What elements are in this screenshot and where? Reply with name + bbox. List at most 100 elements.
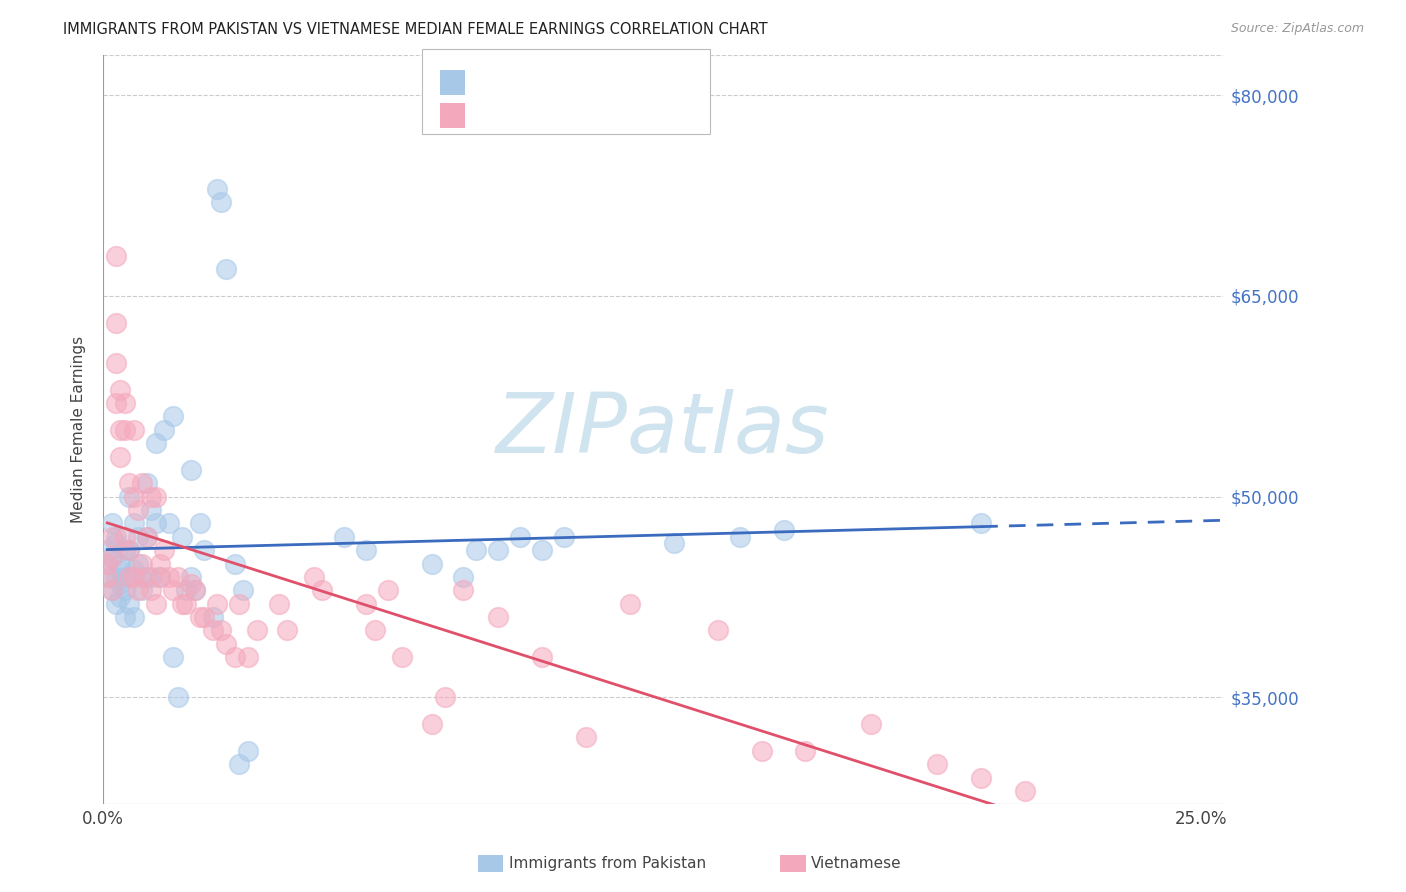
Point xyxy=(176,583,198,598)
Point xyxy=(114,610,136,624)
Point xyxy=(100,516,122,531)
Point xyxy=(105,530,128,544)
Point xyxy=(860,717,883,731)
Text: N =: N = xyxy=(567,108,600,123)
Text: IMMIGRANTS FROM PAKISTAN VS VIETNAMESE MEDIAN FEMALE EARNINGS CORRELATION CHART: IMMIGRANTS FROM PAKISTAN VS VIETNAMESE M… xyxy=(63,22,768,37)
Text: N =: N = xyxy=(567,75,600,90)
Point xyxy=(377,583,399,598)
Point xyxy=(157,516,180,531)
Point xyxy=(531,543,554,558)
Point xyxy=(114,396,136,410)
Point xyxy=(170,597,193,611)
Point xyxy=(135,530,157,544)
Point xyxy=(135,570,157,584)
Point xyxy=(157,570,180,584)
Point xyxy=(420,717,443,731)
Point xyxy=(465,543,488,558)
Point xyxy=(232,583,254,598)
Point xyxy=(509,530,531,544)
Point xyxy=(215,637,238,651)
Point xyxy=(970,516,993,531)
Point xyxy=(188,516,211,531)
Point xyxy=(728,530,751,544)
Text: 0.033: 0.033 xyxy=(510,75,558,90)
Point xyxy=(110,423,132,437)
Point xyxy=(162,650,184,665)
Point xyxy=(114,583,136,598)
Point xyxy=(176,597,198,611)
Point xyxy=(794,744,817,758)
Point xyxy=(180,570,202,584)
Point xyxy=(486,543,509,558)
Point xyxy=(149,570,172,584)
Point xyxy=(141,490,163,504)
Point xyxy=(267,597,290,611)
Point xyxy=(131,583,153,598)
Point xyxy=(114,423,136,437)
Point xyxy=(145,516,167,531)
Point xyxy=(356,597,378,611)
Point xyxy=(96,543,118,558)
Point xyxy=(145,597,167,611)
Point xyxy=(751,744,773,758)
Point xyxy=(131,557,153,571)
Point xyxy=(228,597,250,611)
Point xyxy=(100,549,122,564)
Point xyxy=(100,583,122,598)
Point xyxy=(110,557,132,571)
Text: Source: ZipAtlas.com: Source: ZipAtlas.com xyxy=(1230,22,1364,36)
Point xyxy=(224,650,246,665)
Point xyxy=(118,570,141,584)
Point xyxy=(180,576,202,591)
Point xyxy=(110,383,132,397)
Point xyxy=(575,731,598,745)
Point xyxy=(105,597,128,611)
Point xyxy=(246,624,269,638)
Point xyxy=(224,557,246,571)
Text: Immigrants from Pakistan: Immigrants from Pakistan xyxy=(509,856,706,871)
Point xyxy=(184,583,207,598)
Point xyxy=(531,650,554,665)
Point xyxy=(205,597,228,611)
Point xyxy=(127,503,149,517)
Point xyxy=(553,530,575,544)
Point xyxy=(153,543,176,558)
Point xyxy=(706,624,728,638)
Point xyxy=(619,597,641,611)
Point xyxy=(114,543,136,558)
Point xyxy=(110,563,132,577)
Point xyxy=(162,583,184,598)
Point xyxy=(96,557,118,571)
Point xyxy=(236,744,259,758)
Point xyxy=(114,530,136,544)
Point xyxy=(205,182,228,196)
Text: 73: 73 xyxy=(603,108,624,123)
Point xyxy=(127,530,149,544)
Point xyxy=(105,396,128,410)
Point xyxy=(118,543,141,558)
Point xyxy=(927,757,949,772)
Point xyxy=(105,316,128,330)
Point xyxy=(96,570,118,584)
Point xyxy=(105,249,128,263)
Point xyxy=(141,570,163,584)
Point xyxy=(211,624,233,638)
Point xyxy=(118,476,141,491)
Point xyxy=(141,503,163,517)
Point xyxy=(188,610,211,624)
Point xyxy=(114,570,136,584)
Point xyxy=(215,262,238,277)
Point xyxy=(110,576,132,591)
Text: Vietnamese: Vietnamese xyxy=(811,856,901,871)
Point xyxy=(662,536,685,550)
Point xyxy=(122,570,145,584)
Text: ZIPatlas: ZIPatlas xyxy=(496,389,830,470)
Point xyxy=(434,690,457,705)
Point xyxy=(122,563,145,577)
Point xyxy=(127,583,149,598)
Point xyxy=(122,610,145,624)
Point xyxy=(149,570,172,584)
Point xyxy=(122,423,145,437)
Point xyxy=(166,570,188,584)
Point xyxy=(451,583,474,598)
